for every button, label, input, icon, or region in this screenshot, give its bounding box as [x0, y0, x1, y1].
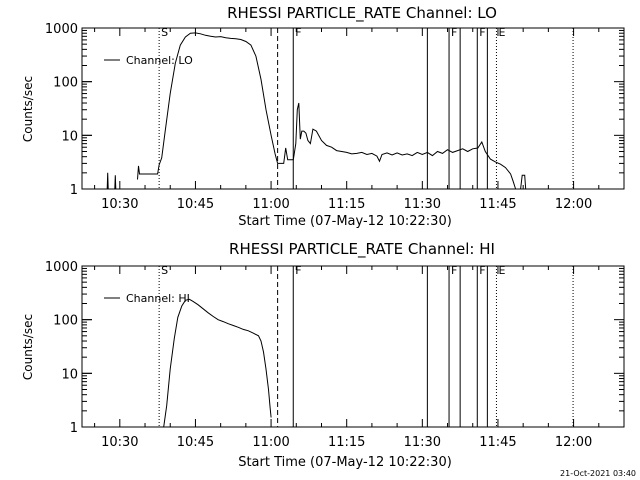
y-tick-label: 100	[53, 314, 78, 329]
y-tick-label: 1000	[45, 22, 78, 37]
x-tick-label: 11:00	[252, 435, 289, 450]
chart-title: RHESSI PARTICLE_RATE Channel: HI	[229, 240, 495, 259]
plot-frame	[81, 265, 625, 428]
legend-label: Channel: LO	[126, 54, 193, 67]
y-tick-label: 1	[70, 183, 78, 198]
x-tick-label: 12:00	[555, 435, 592, 450]
x-tick-label: 11:15	[328, 435, 365, 450]
x-tick-label: 11:15	[328, 197, 365, 212]
event-marker-label: F	[295, 26, 301, 39]
y-tick-label: 1	[70, 421, 78, 436]
x-tick-label: 11:00	[252, 197, 289, 212]
x-tick-label: 12:00	[555, 197, 592, 212]
x-axis-label: Start Time (07-May-12 10:22:30)	[238, 214, 452, 229]
lo-channel-panel: RHESSI PARTICLE_RATE Channel: LO Counts/…	[21, 4, 625, 229]
event-marker-label: F	[451, 26, 457, 39]
chart-title: RHESSI PARTICLE_RATE Channel: LO	[227, 4, 497, 23]
event-marker-label: S	[161, 264, 168, 277]
hi-channel-panel: RHESSI PARTICLE_RATE Channel: HI Counts/…	[21, 240, 625, 470]
x-tick-label: 11:45	[479, 197, 516, 212]
x-tick-label: 11:30	[404, 435, 441, 450]
count-rate-line	[163, 298, 272, 428]
x-tick-label: 10:45	[177, 435, 214, 450]
x-tick-label: 11:45	[479, 435, 516, 450]
legend-label: Channel: HI	[126, 292, 190, 305]
event-marker-label: F	[451, 264, 457, 277]
y-tick-label: 100	[53, 76, 78, 91]
count-rate-line	[106, 172, 109, 190]
event-marker-label: F	[295, 264, 301, 277]
count-rate-line	[137, 32, 517, 190]
event-marker-label: S	[161, 26, 168, 39]
event-marker-label: E	[498, 26, 505, 39]
event-marker-label: E	[498, 264, 505, 277]
x-tick-label: 10:45	[177, 197, 214, 212]
y-axis-label: Counts/sec	[21, 314, 35, 380]
x-tick-label: 10:30	[101, 435, 138, 450]
event-marker-label: F	[479, 26, 485, 39]
y-tick-label: 1000	[45, 260, 78, 275]
y-axis-label: Counts/sec	[21, 76, 35, 142]
event-marker-label: F	[479, 264, 485, 277]
count-rate-line	[520, 174, 527, 190]
y-tick-label: 10	[61, 367, 78, 382]
count-rate-line	[114, 175, 117, 190]
x-axis-label: Start Time (07-May-12 10:22:30)	[238, 455, 452, 470]
plot-frame	[81, 27, 625, 190]
x-tick-label: 10:30	[101, 197, 138, 212]
x-tick-label: 11:30	[404, 197, 441, 212]
generation-timestamp: 21-Oct-2021 03:40	[560, 469, 636, 478]
y-tick-label: 10	[61, 129, 78, 144]
